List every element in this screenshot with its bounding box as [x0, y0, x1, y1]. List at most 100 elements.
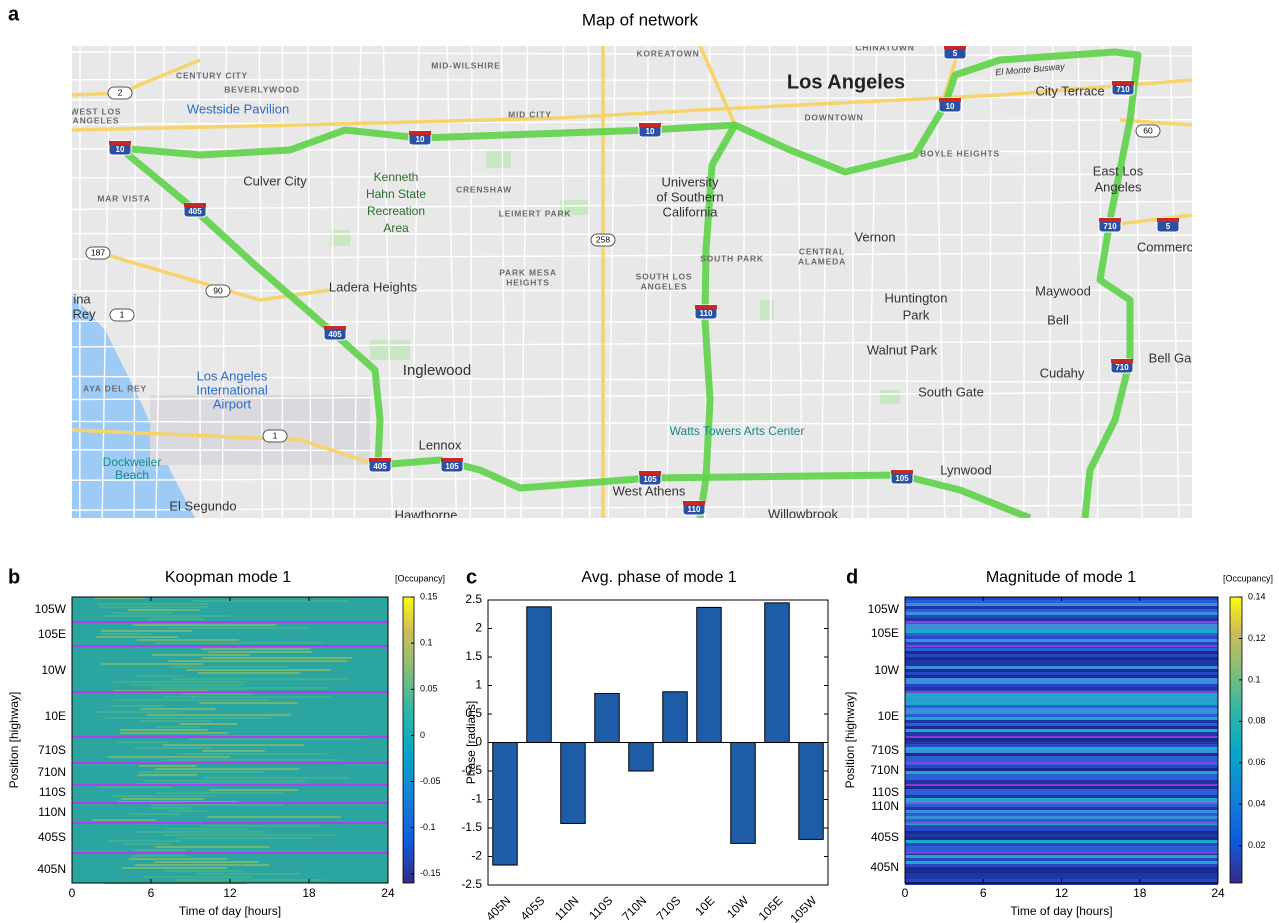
- park: [486, 150, 511, 168]
- heatmap-texture: [111, 795, 216, 797]
- heatmap-texture: [199, 702, 297, 704]
- figure: a Map of network b c d Los AngelesCity T…: [0, 0, 1279, 923]
- heatmap-texture: [155, 846, 270, 848]
- shield-number: 5: [953, 49, 958, 58]
- map-label: BOYLE HEIGHTS: [920, 148, 1000, 158]
- shield-number: 90: [213, 285, 223, 295]
- bar: [629, 743, 653, 772]
- heatmap-texture: [905, 816, 1218, 819]
- bar: [799, 743, 823, 840]
- map-label: Commerc: [1137, 239, 1194, 254]
- bar: [731, 743, 755, 844]
- heatmap-texture: [166, 810, 207, 812]
- y-tick-label: 2: [475, 621, 482, 635]
- heatmap-texture: [188, 738, 360, 740]
- shield-number: 1: [120, 309, 125, 319]
- map-label: ALAMEDA: [798, 256, 846, 266]
- heatmap-texture: [135, 864, 269, 866]
- street: [744, 46, 745, 518]
- x-tick-label: 6: [148, 886, 155, 900]
- heatmap-texture: [905, 648, 1218, 651]
- y-tick-label: 10W: [874, 663, 899, 677]
- heatmap-texture: [163, 744, 304, 746]
- map-label: CHINATOWN: [855, 42, 914, 52]
- park: [370, 340, 410, 360]
- heatmap-texture: [149, 618, 204, 620]
- heatmap-texture: [905, 786, 1218, 789]
- heatmap-texture: [905, 618, 1218, 621]
- map-label: West Athens: [613, 483, 686, 498]
- heatmap-texture: [905, 726, 1218, 729]
- map-label: Huntington: [885, 290, 948, 305]
- shield-number: 10: [116, 145, 125, 154]
- x-tick-label: 105E: [756, 893, 786, 923]
- heatmap-texture: [905, 699, 1218, 702]
- x-tick-label: 0: [69, 886, 76, 900]
- heatmap-texture: [163, 834, 336, 836]
- heatmap-texture: [905, 744, 1218, 747]
- map-label: LEIMERT PARK: [499, 208, 572, 218]
- shield-number: 258: [596, 234, 610, 244]
- shield-number: 710: [1103, 222, 1117, 231]
- heatmap-texture: [905, 711, 1218, 714]
- x-tick-label: 10E: [692, 893, 717, 918]
- heatmap-texture: [112, 705, 164, 707]
- heatmap-texture: [151, 804, 284, 806]
- map-label: ina: [73, 291, 91, 306]
- heatmap-texture: [186, 669, 331, 671]
- heatmap-texture: [905, 774, 1218, 777]
- heatmap-texture: [209, 789, 298, 791]
- park: [880, 390, 900, 404]
- heatmap-texture: [905, 768, 1218, 771]
- heatmap-texture: [905, 747, 1218, 750]
- heatmap-texture: [905, 756, 1218, 759]
- heatmap-texture: [154, 861, 258, 863]
- heatmap-texture: [905, 660, 1218, 663]
- heatmap-texture: [905, 792, 1218, 795]
- map-label: Area: [383, 221, 409, 235]
- panel-label: c: [466, 566, 477, 588]
- heatmap-texture: [140, 708, 215, 710]
- heatmap-texture: [905, 615, 1218, 618]
- heatmap-texture: [136, 831, 264, 833]
- heatmap-texture: [905, 753, 1218, 756]
- heatmap-texture: [905, 810, 1218, 813]
- heatmap-texture: [905, 693, 1218, 696]
- map-label: Los Angeles: [197, 368, 268, 383]
- heatmap-texture: [107, 840, 181, 842]
- map-label: Culver City: [243, 173, 307, 188]
- heatmap-texture: [905, 840, 1218, 843]
- colorbar-tick-label: -0.1: [420, 822, 436, 832]
- heatmap-texture: [905, 750, 1218, 753]
- map-label: Watts Towers Arts Center: [670, 424, 805, 438]
- panel-label: d: [846, 566, 858, 588]
- y-tick-label: 105E: [871, 626, 899, 640]
- shield-number: 405: [373, 462, 387, 471]
- heatmap-texture: [134, 747, 213, 749]
- shield-number: 10: [416, 135, 425, 144]
- heatmap-texture: [181, 693, 254, 695]
- heatmap-texture: [129, 813, 181, 815]
- heatmap-texture: [134, 849, 187, 851]
- heatmap-texture: [196, 873, 300, 875]
- heatmap-texture: [169, 627, 309, 629]
- heatmap-texture: [905, 630, 1218, 633]
- heatmap-texture: [138, 771, 263, 773]
- x-tick-label: 6: [980, 886, 987, 900]
- heatmap-texture: [120, 729, 208, 731]
- heatmap-texture: [175, 879, 324, 881]
- heatmap-texture: [155, 768, 299, 770]
- heatmap-texture: [905, 666, 1218, 669]
- heatmap-texture: [905, 819, 1218, 822]
- heatmap-texture: [905, 702, 1218, 705]
- colorbar-tick-label: -0.05: [420, 776, 441, 786]
- shield-number: 187: [91, 247, 105, 257]
- map-label: CENTURY CITY: [176, 70, 248, 80]
- heatmap-texture: [150, 807, 190, 809]
- map-label: Recreation: [367, 204, 425, 218]
- y-tick-label: -1.5: [461, 820, 482, 834]
- map-label: Inglewood: [403, 362, 471, 379]
- map-label: Hawthorne: [395, 507, 458, 522]
- heatmap-texture: [905, 795, 1218, 798]
- y-tick-label: -2.5: [461, 877, 482, 891]
